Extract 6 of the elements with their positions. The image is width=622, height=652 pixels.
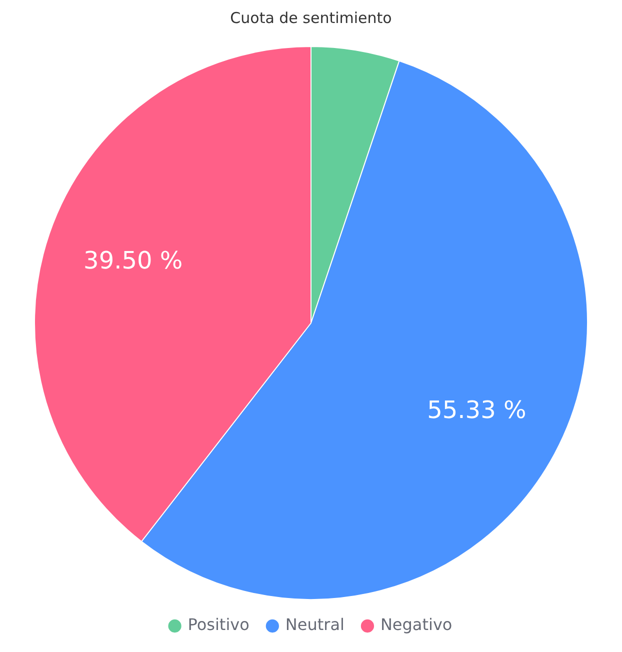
data-label: 39.50 % bbox=[84, 246, 183, 274]
legend-label: Negativo bbox=[380, 615, 452, 634]
chart-title: Cuota de sentimiento bbox=[230, 8, 392, 27]
legend-label: Neutral bbox=[285, 615, 344, 634]
legend-label: Positivo bbox=[188, 615, 250, 634]
data-label: 55.33 % bbox=[427, 396, 526, 424]
